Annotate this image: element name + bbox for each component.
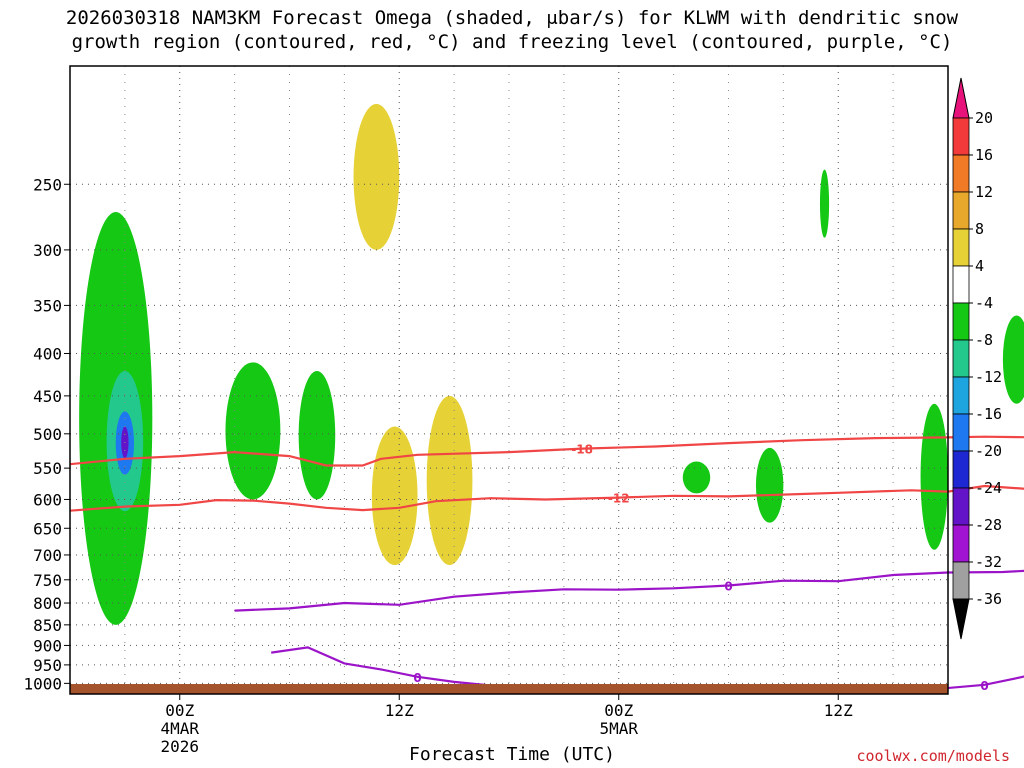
y-tick-label: 600: [33, 490, 62, 509]
y-axis: 2503003504004505005506006507007508008509…: [23, 175, 70, 693]
omega-shade-region: [298, 371, 336, 500]
colorbar-bottom-triangle: [952, 598, 970, 640]
colorbar-swatch: [952, 228, 970, 267]
contour-0-near-surface: [271, 646, 510, 690]
colorbar-swatch: [952, 450, 970, 489]
colorbar-label: -4: [975, 294, 993, 312]
contour--18: [69, 435, 1024, 467]
omega-colorbar: 20 16 12 8 4 -4 -8 -12 -16 -20 -24 -28 -32 -36: [952, 77, 1002, 640]
colorbar-swatch: [952, 524, 970, 563]
colorbar-label: -20: [975, 442, 1002, 460]
y-tick-label: 1000: [23, 674, 62, 693]
y-tick-label: 750: [33, 571, 62, 590]
y-tick-label: 500: [33, 425, 62, 444]
colorbar-swatch: [952, 302, 970, 341]
x-tick-label: 2026: [160, 737, 199, 756]
contour--12: [69, 484, 1024, 512]
y-tick-label: 800: [33, 594, 62, 613]
contour-label: -12: [608, 492, 630, 506]
y-tick-label: 900: [33, 636, 62, 655]
colorbar-label: 20: [975, 109, 993, 127]
colorbar-label: -24: [975, 479, 1002, 497]
x-tick-label: 12Z: [385, 701, 414, 720]
x-tick-label: 12Z: [824, 701, 853, 720]
colorbar-top-triangle: [952, 77, 970, 119]
colorbar-label: -8: [975, 331, 993, 349]
y-tick-label: 700: [33, 546, 62, 565]
contour-label: 0: [724, 580, 732, 594]
colorbar-label: -12: [975, 368, 1002, 386]
chart-title-line-2: growth region (contoured, red, °C) and f…: [71, 31, 953, 53]
x-tick-label: 00Z: [165, 701, 194, 720]
colorbar-label: 4: [975, 257, 984, 275]
gridlines: [70, 66, 948, 694]
omega-shade-region: [682, 461, 711, 494]
x-tick-label: 5MAR: [599, 719, 638, 738]
colorbar-label: 12: [975, 183, 993, 201]
omega-shade-region: [755, 447, 784, 523]
omega-shading-layer: [79, 103, 1024, 625]
colorbar-swatch: [952, 487, 970, 526]
y-tick-label: 350: [33, 296, 62, 315]
colorbar-swatch: [952, 561, 970, 600]
y-tick-label: 250: [33, 175, 62, 194]
omega-shade-region: [1002, 315, 1024, 404]
colorbar-label: -32: [975, 553, 1002, 571]
omega-shade-region: [353, 103, 400, 250]
contour-label: -18: [571, 443, 593, 457]
colorbar-swatch: [952, 154, 970, 193]
contour-label: 0: [980, 679, 988, 693]
y-tick-label: 950: [33, 656, 62, 675]
colorbar-swatch: [952, 117, 970, 156]
omega-shade-region: [426, 395, 473, 566]
contour-label: 0: [413, 671, 421, 685]
credit-link[interactable]: coolwx.com/models: [856, 747, 1010, 765]
temperature-contours: -18 -12 0 0 0: [69, 435, 1024, 694]
colorbar-swatch: [952, 413, 970, 452]
contour-0: [234, 569, 1024, 612]
colorbar-swatch: [952, 376, 970, 415]
x-tick-label: 00Z: [604, 701, 633, 720]
omega-shade-region: [819, 169, 830, 238]
terrain-band: [70, 684, 948, 694]
x-tick-label: 4MAR: [160, 719, 199, 738]
y-tick-label: 550: [33, 459, 62, 478]
omega-shade-region: [225, 362, 281, 500]
y-tick-label: 400: [33, 344, 62, 363]
colorbar-label: 16: [975, 146, 993, 164]
x-axis: 00Z4MAR202612Z00Z5MAR12Z00Z6MAR: [160, 694, 853, 756]
omega-shade-region: [920, 403, 948, 550]
chart-title-line-1: 2026030318 NAM3KM Forecast Omega (shaded…: [65, 7, 959, 29]
colorbar-swatch: [952, 339, 970, 378]
colorbar-label: -28: [975, 516, 1002, 534]
colorbar-swatch: [952, 191, 970, 230]
plot-frame: [69, 65, 949, 695]
colorbar-label: 8: [975, 220, 984, 238]
y-tick-label: 850: [33, 616, 62, 635]
colorbar-label: -16: [975, 405, 1002, 423]
y-tick-label: 300: [33, 241, 62, 260]
colorbar-label: -36: [975, 590, 1002, 608]
y-tick-label: 650: [33, 519, 62, 538]
y-tick-label: 450: [33, 387, 62, 406]
omega-shade-region: [371, 426, 418, 566]
x-axis-title: Forecast Time (UTC): [409, 744, 615, 765]
colorbar-swatch: [952, 265, 970, 304]
